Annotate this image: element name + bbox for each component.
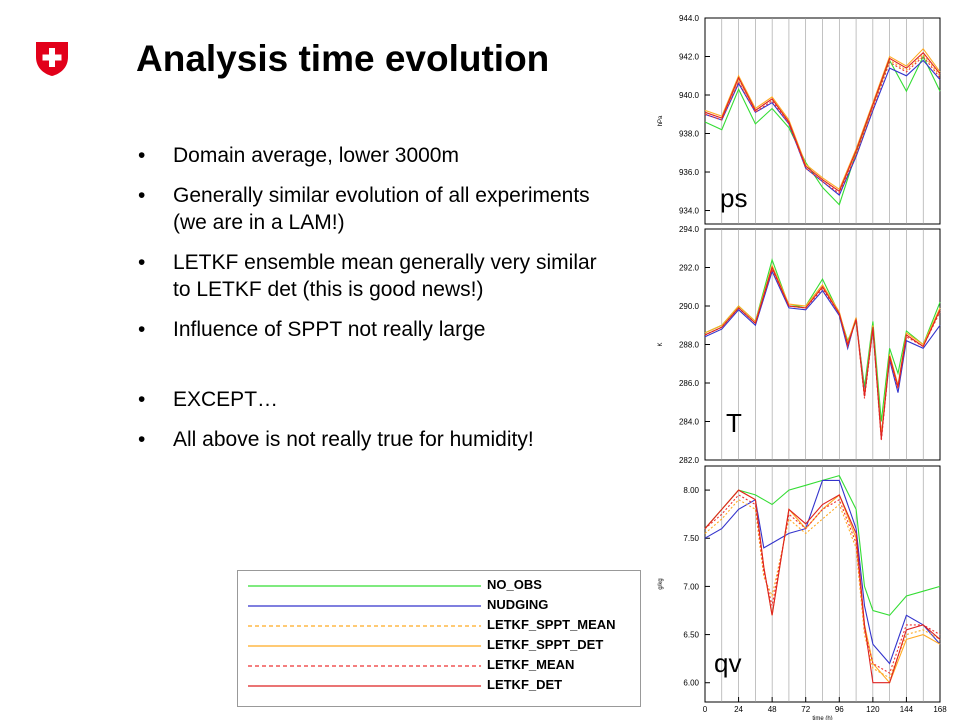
y-tick-label: 286.0 (679, 379, 700, 388)
chart-legend: NO_OBS NUDGING LETKF_SPPT_MEAN LETKF_SPP… (237, 570, 641, 707)
y-tick-label: 934.0 (679, 207, 700, 216)
y-tick-label: 940.0 (679, 91, 700, 100)
y-tick-label: 284.0 (679, 418, 700, 427)
legend-swatches (248, 585, 481, 687)
x-axis-label: time (h) (812, 716, 832, 720)
y-tick-label: 938.0 (679, 130, 700, 139)
x-tick-label: 144 (900, 705, 914, 714)
y-tick-label: 7.00 (683, 582, 699, 591)
panel-tag-ps: ps (720, 183, 748, 213)
series-line (704, 494, 941, 674)
legend-label: NO_OBS (487, 577, 542, 592)
swiss-cross-logo-icon (36, 42, 68, 76)
slide-title: Analysis time evolution (136, 38, 550, 79)
series-line (704, 265, 941, 439)
bullet-item: Domain average, lower 3000m (136, 142, 606, 169)
x-tick-label: 120 (866, 705, 880, 714)
y-tick-label: 936.0 (679, 168, 700, 177)
y-tick-label: 6.50 (683, 631, 699, 640)
y-tick-label: 292.0 (679, 264, 700, 273)
series-line (704, 489, 941, 684)
y-axis-label: g/kg (658, 578, 664, 589)
legend-label: LETKF_DET (487, 677, 563, 692)
chart-panels: 944.0 942.0 940.0 938.0 936.0 934.0 hPa 294.0 29… (648, 8, 948, 722)
series-line (704, 479, 941, 665)
bullet-item: LETKF ensemble mean generally very simil… (136, 249, 606, 303)
y-tick-label: 6.00 (683, 679, 699, 688)
y-axis-label: K (658, 342, 664, 346)
bullet-list: Domain average, lower 3000m Generally si… (136, 142, 606, 466)
panel-tag-qv: qv (714, 648, 742, 678)
y-tick-label: 288.0 (679, 341, 700, 350)
y-tick-label: 7.50 (683, 534, 699, 543)
time-series-charts: 944.0 942.0 940.0 938.0 936.0 934.0 hPa 294.0 29… (658, 14, 947, 722)
x-tick-label: 0 (703, 705, 708, 714)
y-tick-label: 8.00 (683, 486, 699, 495)
series-line (704, 51, 941, 193)
y-tick-label: 294.0 (679, 225, 700, 234)
legend-label: LETKF_SPPT_MEAN (487, 617, 616, 632)
series-line (704, 269, 941, 436)
legend-label: LETKF_MEAN (487, 657, 575, 672)
bullet-item: Influence of SPPT not really large (136, 316, 606, 343)
panel-tag-t: T (726, 408, 742, 438)
series-line (704, 47, 941, 191)
y-tick-label: 282.0 (679, 456, 700, 465)
x-tick-label: 48 (768, 705, 777, 714)
legend-label: LETKF_SPPT_DET (487, 637, 604, 652)
x-tick-label: 72 (801, 705, 810, 714)
y-tick-label: 944.0 (679, 14, 700, 23)
x-tick-label: 96 (835, 705, 844, 714)
bullet-item: Generally similar evolution of all exper… (136, 182, 606, 236)
y-axis-label: hPa (658, 115, 664, 126)
series-line (704, 55, 941, 195)
series-line (704, 55, 941, 206)
bullet-item: EXCEPT… (136, 386, 606, 413)
y-tick-label: 290.0 (679, 302, 700, 311)
x-tick-label: 24 (734, 705, 743, 714)
y-tick-label: 942.0 (679, 53, 700, 62)
x-tick-label: 168 (933, 705, 947, 714)
series-line (704, 267, 941, 441)
legend-label: NUDGING (487, 597, 549, 612)
bullet-item: All above is not really true for humidit… (136, 426, 606, 453)
